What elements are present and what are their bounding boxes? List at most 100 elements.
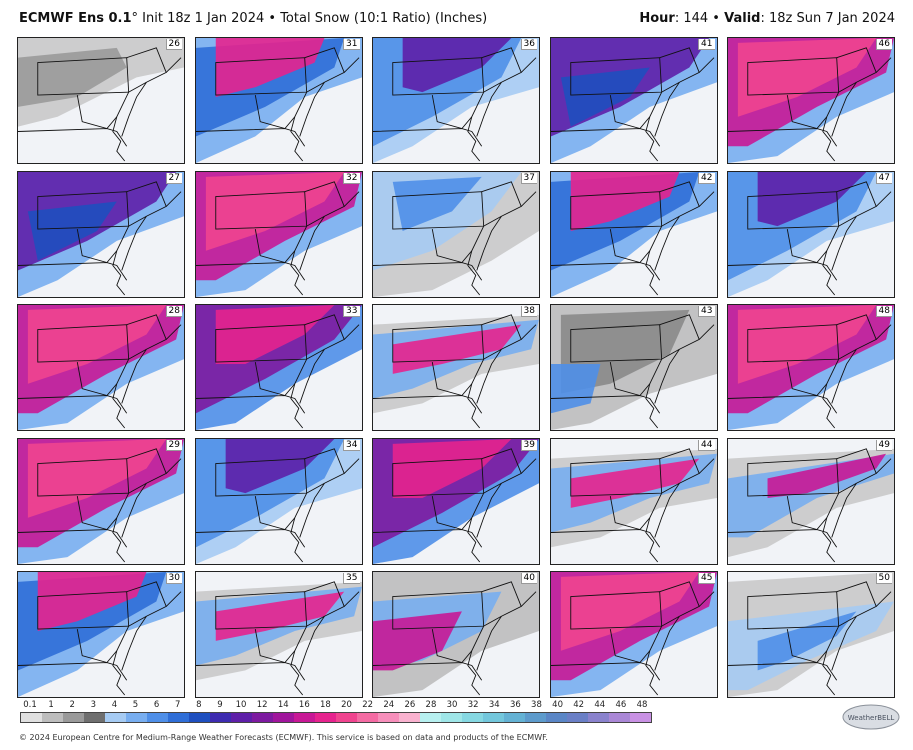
scale-tick-label: 44 [594, 700, 606, 710]
scale-tick-label: 48 [636, 700, 648, 710]
scale-tick-label: 0.1 [23, 700, 37, 710]
scale-tick-label: 38 [531, 700, 542, 710]
state-border [112, 250, 126, 295]
state-border [476, 349, 502, 404]
member-number: 35 [343, 573, 360, 584]
snowfall-map [18, 438, 184, 564]
ensemble-panel: 36 [372, 37, 540, 164]
state-border [373, 528, 483, 548]
colorbar-swatch [168, 713, 189, 722]
scale-tick-label: 16 [298, 700, 310, 710]
state-border [392, 324, 485, 363]
snowfall-map [373, 572, 539, 697]
state-border [373, 395, 483, 414]
map-title: ECMWF Ens 0.1° Init 18z 1 Jan 2024 • Tot… [19, 11, 487, 26]
state-border [550, 395, 660, 414]
colorbar-swatch [630, 713, 651, 722]
state-border [112, 116, 126, 162]
snowfall-map [373, 38, 539, 163]
ensemble-panel: 29 [17, 437, 185, 565]
colorbar-swatch [126, 713, 147, 722]
snowfall-map [550, 305, 717, 430]
member-number: 50 [875, 573, 892, 584]
snowfall-map [373, 438, 539, 564]
colorbar-swatch [504, 713, 525, 722]
state-border [373, 261, 483, 281]
snowfall-contour [373, 611, 462, 671]
state-border [875, 190, 892, 207]
state-border [822, 116, 836, 162]
ensemble-panel: 49 [727, 437, 895, 565]
color-scale: 0.1 1 2 3 4 5 6 7 8 9 10 12 14 16 18 20 22 24 26 28 30 32 34 36… [20, 700, 652, 728]
state-border [831, 616, 857, 671]
state-border [392, 591, 485, 630]
colorbar-swatch [357, 713, 378, 722]
colorbar-swatch [105, 713, 126, 722]
scale-tick-label: 12 [256, 700, 268, 710]
colorbar-swatch [588, 713, 609, 722]
state-border [195, 528, 305, 548]
valid-time-header: Hour: 144 • Valid: 18z Sun 7 Jan 2024 [639, 11, 895, 26]
state-border [343, 324, 359, 340]
ensemble-panel: 48 [727, 304, 895, 431]
ensemble-panel: 44 [549, 437, 718, 565]
valid-label: Valid [724, 11, 761, 26]
snowfall-map [728, 572, 894, 697]
colorbar-swatch [483, 713, 504, 722]
state-border [121, 215, 147, 271]
colorbar-swatch [525, 713, 546, 722]
state-border [728, 528, 838, 548]
colorbar-swatch [252, 713, 273, 722]
state-border [467, 650, 481, 696]
snowfall-contour [392, 324, 522, 374]
state-border [698, 57, 714, 73]
member-number: 45 [698, 573, 715, 584]
state-border [467, 383, 481, 429]
state-border [653, 616, 680, 671]
state-border [728, 128, 838, 147]
ensemble-panel: 45 [549, 571, 718, 698]
ensemble-panel: 26 [17, 37, 185, 164]
scale-tick-label: 28 [425, 700, 437, 710]
state-border [831, 349, 857, 404]
state-border [644, 383, 658, 429]
scale-tick-label: 42 [573, 700, 585, 710]
ensemble-panel: 30 [17, 571, 185, 698]
state-border [875, 591, 892, 607]
state-border [121, 349, 147, 404]
snowfall-contour [757, 171, 867, 226]
colorbar-swatch [336, 713, 357, 722]
state-border [728, 395, 838, 414]
state-border [644, 517, 658, 562]
colorbar-swatch [210, 713, 231, 722]
snowfall-map [550, 171, 717, 297]
colorbar [20, 712, 652, 723]
scale-tick-label: 10 [235, 700, 247, 710]
state-border [822, 650, 836, 696]
colorbar-swatch [609, 713, 630, 722]
snowfall-map [195, 438, 362, 564]
state-border [476, 616, 502, 671]
snowfall-map [18, 38, 184, 162]
state-border [653, 215, 680, 271]
state-border [18, 128, 128, 147]
hour-value: : 144 [674, 11, 709, 26]
state-border [875, 57, 892, 73]
ensemble-panel: 50 [727, 571, 895, 698]
snowfall-contour [225, 438, 334, 493]
snowfall-map [728, 305, 894, 430]
state-border [289, 116, 303, 162]
state-border [644, 250, 658, 295]
member-number: 40 [520, 573, 537, 584]
snowfall-contour [215, 38, 324, 98]
snowfall-map [728, 38, 894, 163]
state-border [822, 517, 836, 562]
state-border [112, 383, 126, 429]
ensemble-panel: 32 [194, 170, 363, 298]
snowfall-contour [37, 572, 147, 632]
member-number: 38 [520, 306, 537, 317]
ensemble-panel: 40 [372, 571, 540, 698]
colorbar-swatch [441, 713, 462, 722]
model-name: ECMWF Ens 0.1 [19, 11, 132, 26]
ensemble-panel: 27 [17, 170, 185, 298]
